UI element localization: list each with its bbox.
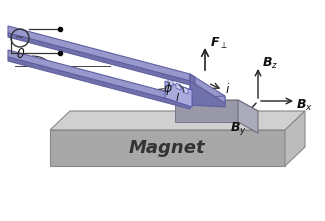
Polygon shape <box>8 26 190 81</box>
Text: $l$: $l$ <box>175 91 180 103</box>
Polygon shape <box>285 111 305 166</box>
Polygon shape <box>190 74 225 103</box>
Polygon shape <box>238 100 258 133</box>
Polygon shape <box>175 100 258 111</box>
Text: Magnet: Magnet <box>129 139 205 157</box>
Polygon shape <box>183 87 188 94</box>
Text: ~: ~ <box>15 33 25 43</box>
Polygon shape <box>50 111 305 130</box>
Polygon shape <box>176 83 181 90</box>
Polygon shape <box>8 33 190 85</box>
Polygon shape <box>190 74 195 101</box>
Polygon shape <box>168 79 173 86</box>
Polygon shape <box>165 81 192 107</box>
Polygon shape <box>190 96 225 105</box>
Polygon shape <box>175 100 238 122</box>
Text: $\boldsymbol{B}_y$: $\boldsymbol{B}_y$ <box>230 120 247 137</box>
Polygon shape <box>50 130 285 166</box>
Text: $\boldsymbol{F}_\perp$: $\boldsymbol{F}_\perp$ <box>210 36 228 51</box>
Text: $\boldsymbol{B}_x$: $\boldsymbol{B}_x$ <box>296 98 313 113</box>
Polygon shape <box>8 50 190 105</box>
Text: $i$: $i$ <box>225 82 230 96</box>
Polygon shape <box>8 57 190 109</box>
Text: $\phi$: $\phi$ <box>163 80 173 97</box>
Text: $\boldsymbol{B}_z$: $\boldsymbol{B}_z$ <box>262 56 279 71</box>
Text: $\theta$: $\theta$ <box>16 47 25 61</box>
Polygon shape <box>190 81 225 107</box>
